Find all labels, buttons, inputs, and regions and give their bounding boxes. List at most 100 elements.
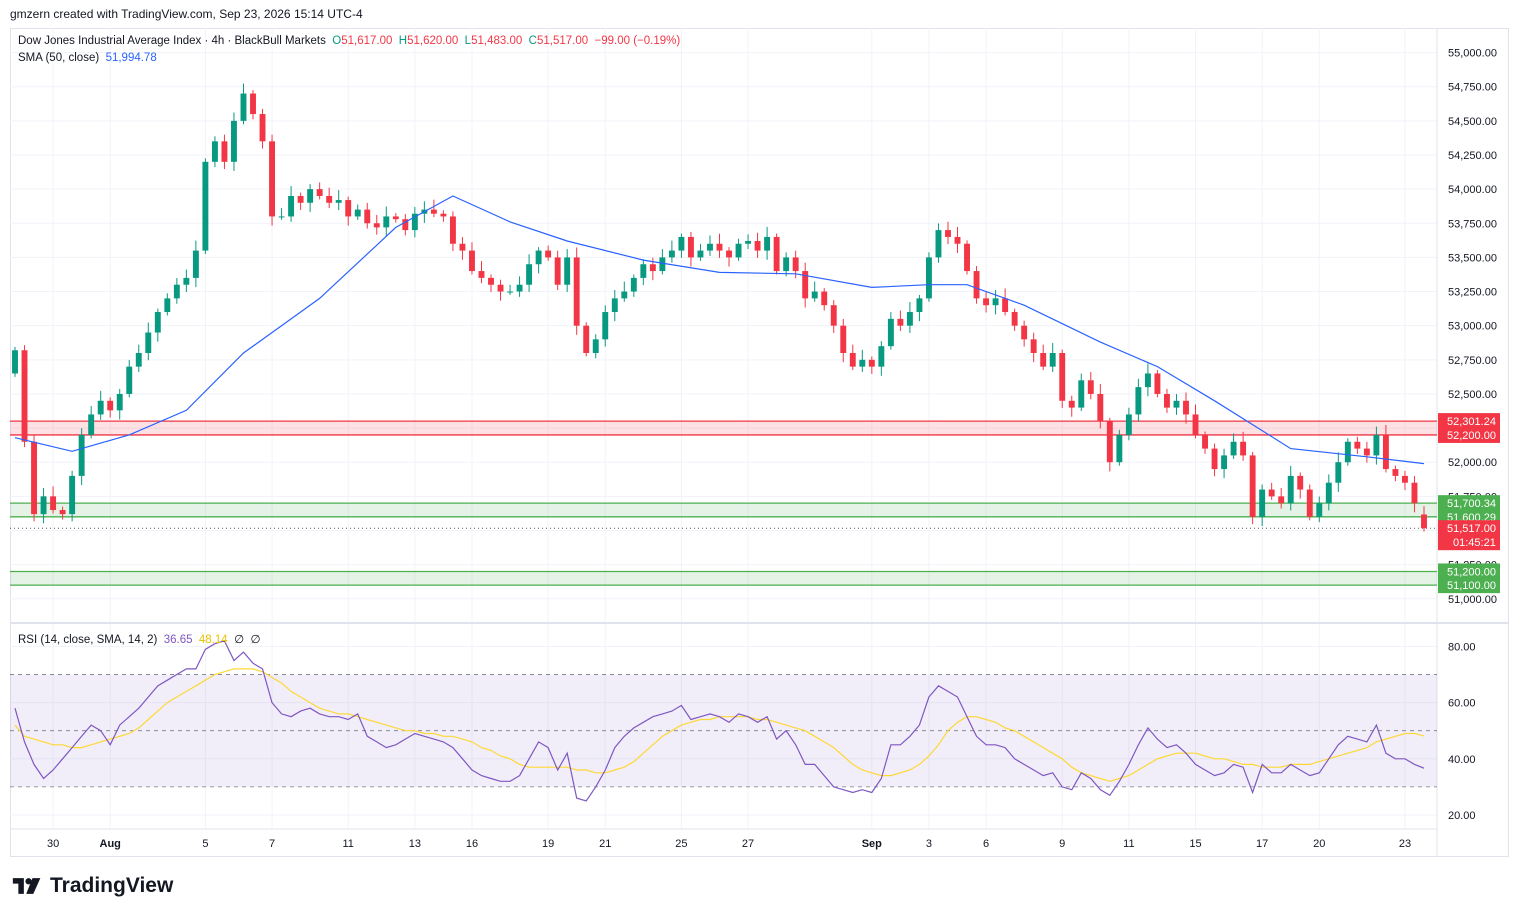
candle-body xyxy=(307,189,314,203)
candle-body xyxy=(1240,441,1247,456)
time-axis-label: 17 xyxy=(1256,838,1268,850)
sma-label: SMA (50, close) xyxy=(18,52,100,64)
candle-body xyxy=(269,141,275,217)
candle-body xyxy=(1116,434,1123,463)
candle-body xyxy=(507,291,514,293)
ohlc-high-label: H xyxy=(398,35,408,47)
rsi-line xyxy=(14,640,1425,802)
candle-body xyxy=(935,230,942,258)
candle-body xyxy=(250,93,256,115)
candle-body xyxy=(240,93,247,121)
candle-body xyxy=(1392,469,1399,476)
candle-body xyxy=(973,271,980,299)
candle-body xyxy=(1059,352,1066,401)
tradingview-brand[interactable]: TradingView xyxy=(10,874,173,898)
candle-body xyxy=(316,189,323,196)
time-axis-label: 6 xyxy=(983,838,989,850)
candle-body xyxy=(840,325,847,353)
candle-body xyxy=(1411,482,1418,504)
candle-body xyxy=(897,318,904,326)
candle-body xyxy=(659,257,666,272)
candle-body xyxy=(1287,475,1294,504)
candle-body xyxy=(1144,373,1151,388)
candle-body xyxy=(326,195,333,203)
time-axis-label: 15 xyxy=(1189,838,1201,850)
price-axis-tick-label: 53,250.00 xyxy=(1448,287,1497,299)
candle-body xyxy=(754,241,761,251)
candle-body xyxy=(1382,434,1389,470)
price-axis-tick-label: 54,500.00 xyxy=(1448,116,1497,128)
level-label-52200: 52,200.00 xyxy=(1447,430,1496,442)
level-label-51700-bg xyxy=(1438,495,1500,512)
candle-body xyxy=(535,250,542,265)
time-axis-label: 27 xyxy=(742,838,754,850)
candle-body xyxy=(573,257,580,326)
candle-body xyxy=(402,219,409,231)
candle-body xyxy=(1344,441,1351,463)
rsi-extra-2: ∅ xyxy=(250,634,261,646)
candle-body xyxy=(1135,387,1142,415)
ohlc-open-label: O xyxy=(332,35,342,47)
candle-body xyxy=(726,250,732,258)
candle-body xyxy=(449,216,456,244)
candle-body xyxy=(906,312,913,326)
candle-body xyxy=(1297,475,1304,490)
ohlc-low: 51,483.00 xyxy=(471,35,523,47)
level-label-51700: 51,700.34 xyxy=(1447,498,1496,510)
time-axis-label: 11 xyxy=(342,838,353,850)
symbol-title: Dow Jones Industrial Average Index · 4h … xyxy=(18,35,326,47)
candle-body xyxy=(1373,434,1380,456)
candle-body xyxy=(716,243,723,251)
candle-body xyxy=(783,257,790,272)
candle-body xyxy=(31,441,37,515)
candle-body xyxy=(411,213,418,231)
candle-body xyxy=(497,284,504,292)
candle-body xyxy=(1306,489,1313,517)
level-label-51200: 51,200.00 xyxy=(1447,566,1496,578)
candle-body xyxy=(78,434,85,476)
candle-body xyxy=(183,277,190,285)
candle-body xyxy=(383,216,390,228)
candle-body xyxy=(1106,421,1113,463)
candle-body xyxy=(1002,298,1009,313)
candle-body xyxy=(202,161,209,251)
candle-body xyxy=(583,325,590,353)
price-axis-tick-label: 55,000.00 xyxy=(1448,48,1497,60)
rsi-extra-1: ∅ xyxy=(234,634,245,646)
candle-body xyxy=(1173,400,1180,408)
time-axis-label: 9 xyxy=(1059,838,1065,850)
candle-body xyxy=(97,400,104,415)
candle-body xyxy=(764,236,771,251)
time-axis-label: Sep xyxy=(862,838,882,850)
chart-frame xyxy=(10,28,1509,857)
time-axis-label: Aug xyxy=(100,838,121,850)
candle-body xyxy=(830,305,837,326)
sma-legend: SMA (50, close) 51,994.78 xyxy=(18,52,157,64)
level-label-52301-bg xyxy=(1438,413,1500,430)
rsi-value: 36.65 xyxy=(163,634,193,646)
time-axis-label: 21 xyxy=(599,838,611,850)
candle-body xyxy=(1097,393,1104,422)
candle-body xyxy=(773,236,780,272)
candle-body xyxy=(887,318,894,347)
support-zone-upper xyxy=(10,503,1437,517)
price-axis-tick-label: 54,750.00 xyxy=(1448,82,1497,94)
support-zone-lower xyxy=(10,571,1437,586)
last-price-label: 51,517.00 xyxy=(1447,523,1496,535)
candle-body xyxy=(1211,448,1218,470)
candle-body xyxy=(21,350,28,442)
candle-body xyxy=(1316,503,1323,517)
candle-body xyxy=(345,200,352,217)
candle-body xyxy=(811,291,818,299)
candle-body xyxy=(88,414,95,435)
candle-body xyxy=(288,195,295,217)
candle-body xyxy=(992,298,999,306)
candle-body xyxy=(154,312,161,333)
candle-body xyxy=(1221,455,1228,470)
candle-body xyxy=(649,264,656,272)
price-axis-tick-label: 54,000.00 xyxy=(1448,184,1497,196)
candle-body xyxy=(1402,475,1408,483)
candle-body xyxy=(221,141,228,162)
price-axis-tick-label: 52,000.00 xyxy=(1448,457,1497,469)
